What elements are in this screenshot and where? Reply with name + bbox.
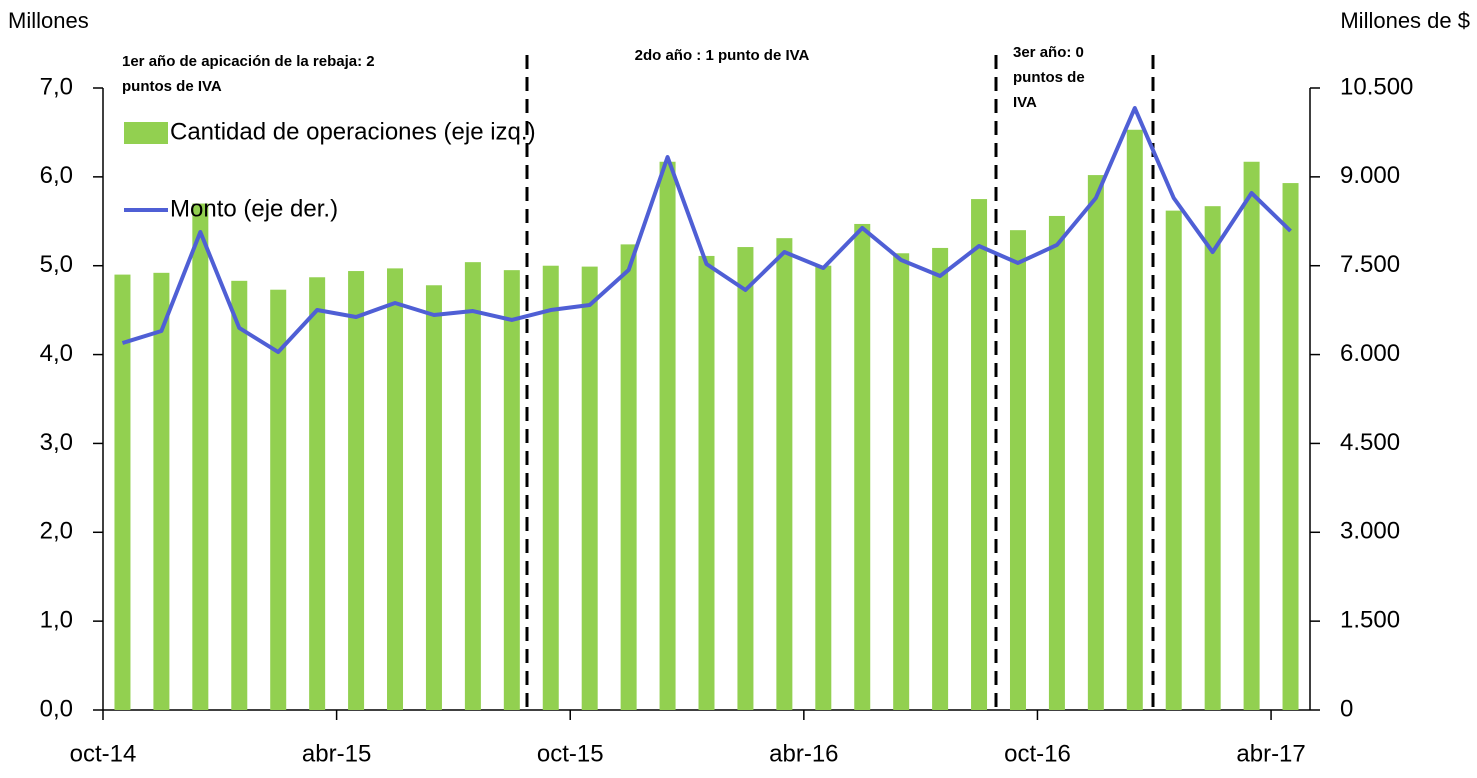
y-tick-label: 2,0 — [40, 518, 73, 545]
x-tick-label: abr-16 — [769, 740, 838, 767]
bar — [737, 247, 754, 710]
y2-axis-title: Millones de $ — [1340, 8, 1470, 33]
bar — [503, 270, 520, 710]
bar — [153, 272, 170, 710]
y2-tick-label: 6.000 — [1340, 340, 1400, 367]
annotation: puntos de IVA — [122, 78, 222, 95]
annotation: 1er año de apicación de la rebaja: 2 — [122, 53, 375, 70]
bar — [1009, 230, 1026, 710]
bar — [854, 223, 871, 711]
bar — [1282, 183, 1299, 710]
x-tick-label: oct-15 — [537, 740, 604, 767]
y-tick-label: 4,0 — [40, 340, 73, 367]
y-tick-label: 3,0 — [40, 429, 73, 456]
annotation: IVA — [1013, 94, 1037, 111]
legend-label: Cantidad de operaciones (eje izq.) — [170, 118, 536, 145]
bar — [581, 266, 598, 710]
bar — [425, 285, 442, 710]
annotation: 3er año: 0 — [1013, 44, 1084, 61]
y-tick-label: 1,0 — [40, 606, 73, 633]
bar — [192, 203, 209, 710]
y2-tick-label: 9.000 — [1340, 162, 1400, 189]
y-tick-label: 7,0 — [40, 73, 73, 100]
y2-tick-label: 0 — [1340, 695, 1353, 722]
bar — [620, 244, 637, 711]
bar — [659, 161, 676, 710]
legend-swatch — [124, 122, 168, 144]
x-tick-label: abr-15 — [302, 740, 371, 767]
bar — [1204, 206, 1221, 710]
annotation: 2do año : 1 punto de IVA — [635, 47, 810, 64]
bar — [815, 265, 832, 710]
x-tick-label: oct-16 — [1004, 740, 1071, 767]
bar — [114, 274, 131, 710]
bar — [1087, 175, 1104, 710]
bar — [542, 265, 559, 710]
bar — [1243, 161, 1260, 710]
bar — [270, 289, 287, 710]
y2-tick-label: 1.500 — [1340, 606, 1400, 633]
bar — [776, 238, 793, 710]
y2-tick-label: 3.000 — [1340, 518, 1400, 545]
legend-label: Monto (eje der.) — [170, 195, 338, 222]
bar — [932, 247, 949, 710]
y-tick-label: 6,0 — [40, 162, 73, 189]
bar — [1126, 129, 1143, 710]
y2-tick-label: 7.500 — [1340, 251, 1400, 278]
y-tick-label: 5,0 — [40, 251, 73, 278]
annotation: puntos de — [1013, 69, 1085, 86]
bar — [231, 280, 248, 710]
bar — [1165, 210, 1182, 710]
line — [121, 106, 1292, 355]
bar — [1048, 215, 1065, 710]
bar — [698, 255, 715, 710]
x-tick-label: abr-17 — [1236, 740, 1305, 767]
bar — [348, 271, 365, 710]
x-tick-label: oct-14 — [70, 740, 137, 767]
bar — [387, 268, 404, 710]
bar — [971, 199, 988, 711]
y-axis-title: Millones — [8, 8, 89, 33]
y2-tick-label: 10.500 — [1340, 73, 1413, 100]
bar — [309, 277, 326, 710]
y-tick-label: 0,0 — [40, 695, 73, 722]
y2-tick-label: 4.500 — [1340, 429, 1400, 456]
bar — [464, 262, 481, 710]
bar — [893, 253, 910, 710]
